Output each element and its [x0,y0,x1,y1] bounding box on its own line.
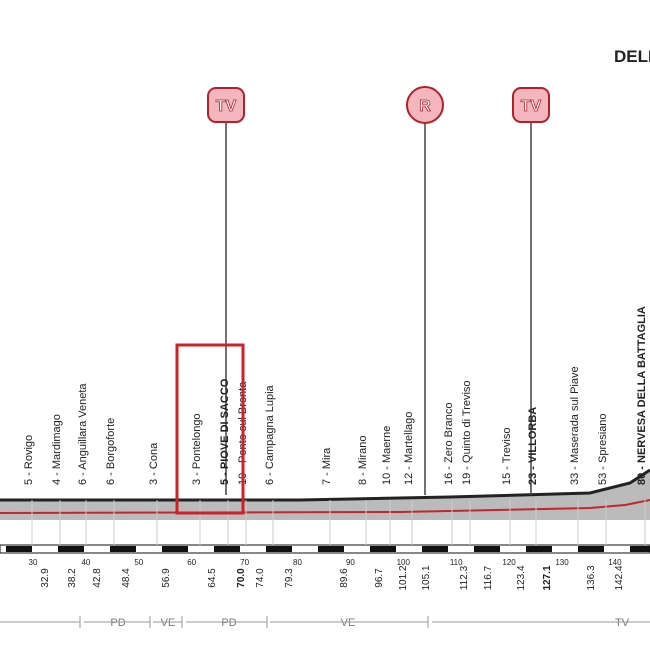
town-label: 6 - Anguillara Veneta [77,383,89,485]
km-label: 96.7 [374,568,385,588]
km-label: 48.4 [121,568,132,588]
town-label: 3 - Cona [148,442,160,485]
km-label: 70.0 [236,568,247,588]
scale-label: 140 [608,558,622,567]
town-label: 23 - VILLORBA [527,407,539,485]
marker-label: R [419,98,431,115]
marker-label: TV [521,98,542,115]
km-label: 142.4 [614,565,625,590]
marker-badge [512,87,550,123]
town-label: 16 - Zero Branco [443,402,455,485]
bar-segment [110,546,136,552]
scale-label: 50 [134,558,143,567]
bar-segment [526,546,552,552]
bar-segment [318,546,344,552]
marker-badge [406,86,444,124]
province-label: PD [110,617,125,629]
town-label: 15 - Treviso [501,428,513,485]
km-label: 56.9 [161,568,172,588]
highlight-box [175,343,245,515]
km-label: 116.7 [483,565,494,590]
bar-segment [6,546,32,552]
scale-label: 120 [502,558,516,567]
bar-segment [266,546,292,552]
km-label: 79.3 [284,568,295,588]
marker-badge [207,87,245,123]
bar-segment [58,546,84,552]
scale-label: 90 [346,558,355,567]
km-label: 123.4 [516,565,527,590]
km-label: 74.0 [255,568,266,588]
bar-segment [162,546,188,552]
bar-segment [370,546,396,552]
scale-label: 100 [397,558,411,567]
scale-label: 30 [29,558,38,567]
km-label: 101.2 [398,565,409,590]
town-label: 6 - Campagna Lupia [264,384,276,485]
town-label: 5 - Rovigo [23,435,35,485]
scale-label: 130 [555,558,569,567]
town-label: 6 - Borgoforte [105,418,117,485]
town-label: 5 - PIOVE DI SACCO [219,378,231,485]
title: DELL [614,47,650,66]
km-label: 64.5 [207,568,218,588]
province-brackets [0,616,650,628]
bar-segment [474,546,500,552]
scale-label: 40 [81,558,90,567]
province-label: PD [221,617,236,629]
scale-label: 60 [187,558,196,567]
bar-segment [578,546,604,552]
km-label: 112.3 [459,565,470,590]
town-label: 3 - Pontelongo [191,413,203,485]
town-label: 12 - Martellago [403,412,415,485]
town-label: 7 - Mira [321,447,333,485]
scale-label: 70 [240,558,249,567]
town-label: 33 - Maserada sul Piave [569,366,581,485]
km-label: 127.1 [542,565,553,590]
km-label: 89.6 [339,568,350,588]
marker-label: TV [216,98,237,115]
town-label: 8 - Mirano [357,435,369,485]
km-label: 105.1 [421,565,432,590]
km-label: 136.3 [586,565,597,590]
km-label: 42.8 [92,568,103,588]
scale-label: 80 [293,558,302,567]
province-label: VE [341,617,356,629]
bar-segment [630,546,650,552]
province-label: VE [161,617,176,629]
town-label: 19 - Quinto di Treviso [461,380,473,485]
profile-fill [0,470,650,520]
town-label: 80 - NERVESA DELLA BATTAGLIA [636,306,648,485]
bar-segment [214,546,240,552]
scale-label: 110 [450,558,463,567]
town-label: 53 - Spresiano [597,413,609,485]
profile-line [0,468,650,502]
km-label: 32.9 [40,568,51,588]
profile-red-line [0,499,650,514]
town-label: 4 - Mardimago [51,414,63,485]
bar-segment [422,546,448,552]
km-label: 38.2 [67,568,78,588]
town-label: 10 - Maerne [381,426,393,485]
province-label: TV [615,617,630,629]
